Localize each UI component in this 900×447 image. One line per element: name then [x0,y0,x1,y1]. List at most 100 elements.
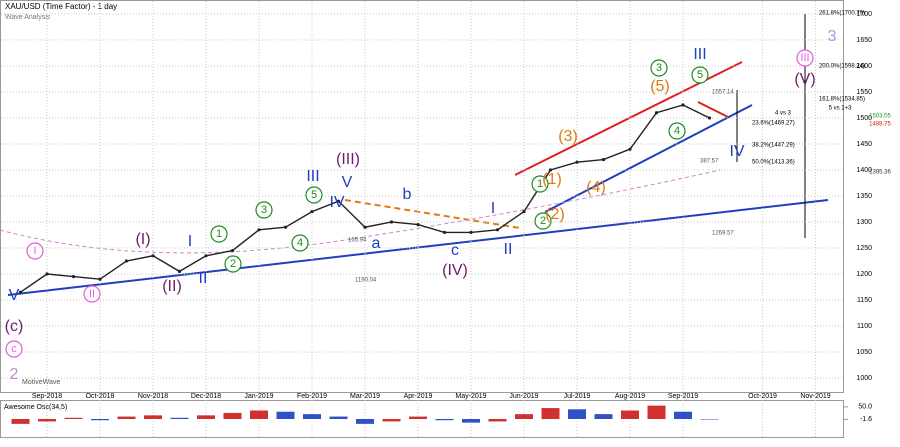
price-label: 1488.75 [869,122,891,128]
wave-label: c [451,242,459,259]
osc-bar [462,419,480,423]
main-pane [0,0,844,393]
osc-bar [700,419,719,420]
wave-circle [650,59,668,77]
wave-label: 2 [10,366,19,383]
osc-bar [170,417,189,419]
wave-label: c [11,343,17,355]
price-label: 38.2%(1447.29) [752,143,795,149]
wave-circle [210,225,228,243]
wave-label: I [188,233,192,250]
y-tick-label: 1500 [856,115,872,122]
wave-label: I [491,200,495,217]
wave-label: 5 [311,189,317,201]
x-tick-label: May-2019 [455,393,486,400]
osc-bar [594,414,613,419]
price-point [363,225,367,229]
wave-label: 3 [261,204,267,216]
osc-bar [303,414,321,419]
price-point [681,103,685,107]
y-tick-label: 1400 [856,167,872,174]
wave-label: 5 [697,69,703,81]
watermark: MotiveWave [22,379,60,386]
price-label: 1503.05 [869,114,891,120]
y-tick-label: 1550 [856,89,872,96]
y-tick-label: 1200 [856,271,872,278]
wave-label: III [693,46,706,63]
price-point [257,228,261,232]
y-tick-label: 1450 [856,141,872,148]
wave-label: IV [729,143,744,160]
price-label: 23.6%(1469.27) [752,121,795,127]
wave-label: III [800,52,809,64]
wave-label: (IV) [442,262,468,279]
wave-label: (4) [586,179,606,196]
price-label: 50.0%(1413.36) [752,160,795,166]
osc-bar [144,415,162,419]
wave-circle [5,340,23,358]
price-point [230,248,235,253]
osc-title: Awesome Osc(34,5) [4,404,67,411]
osc-bar [409,416,427,419]
x-tick-label: Sep-2019 [668,393,698,400]
price-point [204,254,208,258]
wave-circle [668,122,686,140]
wave-circle [531,175,549,193]
x-tick-label: Jun-2019 [509,393,538,400]
wave-label: a [372,235,381,252]
price-point [177,269,182,274]
osc-bar [11,419,30,424]
wave-label: (2) [545,206,565,223]
wave-label: I [33,245,36,257]
osc-bar [91,419,109,421]
price-point [18,290,23,294]
price-point [45,272,49,276]
price-label: 1269.57 [712,231,734,237]
wave-label: IV [329,194,344,211]
wave-label: (V) [794,71,815,88]
price-point [98,277,102,281]
y-tick-label: 1650 [856,37,872,44]
wave-label: (I) [135,231,150,248]
wave-label: 2 [540,215,546,227]
x-tick-label: Oct-2019 [748,393,777,400]
y-tick-label: 1100 [857,323,872,330]
price-label: 261.8%(1700.79) [819,11,865,17]
x-tick-label: Oct-2018 [86,393,115,400]
osc-bar [38,419,56,422]
wave-circle [534,212,552,230]
wave-label: b [403,186,412,203]
price-point [124,259,129,263]
price-label: 200.0%(1598.24) [819,64,865,70]
price-point [628,147,632,151]
wave-circle [224,255,242,273]
trendline [697,101,729,118]
wave-circle [691,66,709,84]
wave-label: (3) [558,128,578,145]
price-label: 1395.36 [869,170,891,176]
y-tick-label: 1300 [856,219,872,226]
osc-bar [356,419,374,424]
price-point [71,275,76,279]
wave-label: 2 [230,258,236,270]
price-point [654,111,659,115]
wave-label: 3 [656,62,662,74]
wave-label: (II) [162,278,182,295]
y-tick-label: -1.6 [860,416,872,423]
price-point [336,199,341,203]
price-label: 5 vs 1+3 [829,106,853,112]
wave-label: 1 [537,178,543,190]
x-tick-label: Mar-2019 [350,393,380,400]
y-tick-label: 1150 [857,297,872,304]
price-point [522,209,526,214]
price-point [548,168,553,172]
wave-label: II [89,288,95,300]
osc-bar [223,412,242,419]
x-tick-label: Apr-2019 [404,393,433,400]
wave-label: II [199,270,208,287]
osc-bar [197,415,215,419]
price-point [442,230,447,234]
y-tick-label: 1600 [856,63,872,70]
x-tick-label: Jan-2019 [244,393,273,400]
